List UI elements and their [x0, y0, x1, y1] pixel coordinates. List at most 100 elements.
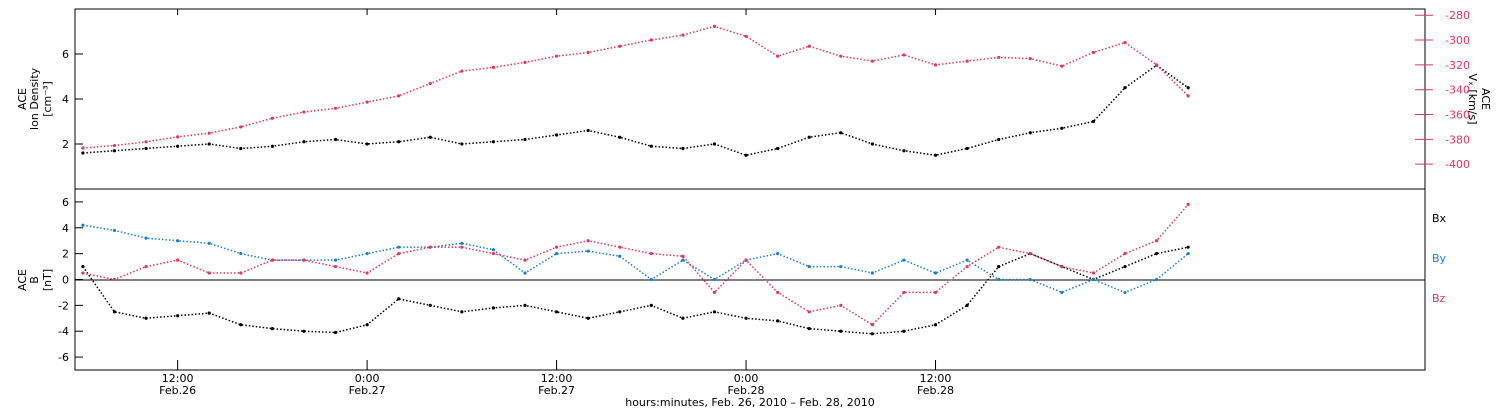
top-data-point: [270, 144, 274, 148]
bottom-Bz-data-point: [491, 252, 496, 256]
bottom-By-data-point: [554, 252, 559, 256]
top-data-point: [997, 137, 1001, 142]
top-right-axis-title: ACE Vₓ [km/s]: [1466, 73, 1492, 124]
top-data-point: [1060, 126, 1064, 130]
bottom-Bx-data-point: [965, 303, 969, 307]
bottom-By-data-point: [649, 277, 653, 282]
b-label-line2: B: [28, 276, 41, 284]
top-data-point: [807, 44, 811, 48]
x-tick-time-label: 12:00: [162, 372, 194, 385]
bottom-Bx-data-point: [618, 310, 622, 314]
bottom-By-data-point: [965, 258, 969, 262]
top-data-point: [554, 133, 559, 137]
bottom-By-data-point: [81, 223, 85, 227]
top-data-point: [302, 140, 306, 144]
top-data-point: [491, 140, 496, 144]
bottom-By-data-point: [207, 241, 211, 245]
bottom-Bx-data-point: [460, 310, 464, 314]
bottom-By-data-point: [333, 258, 338, 262]
bottom-By-series-trace: [82, 224, 1189, 294]
bottom-Bz-data-point: [523, 258, 527, 262]
bottom-Bz-data-point: [397, 252, 401, 256]
bottom-Bz-data-point: [618, 245, 622, 249]
bottom-Bz-data-point: [1091, 271, 1096, 275]
top-data-point: [460, 69, 464, 73]
x-axis-title: hours:minutes, Feb. 26, 2010 – Feb. 28, …: [625, 396, 875, 409]
top-data-point: [144, 140, 148, 144]
top-data-point: [712, 142, 717, 146]
bottom-Bx-data-point: [491, 306, 496, 310]
bottom-Bx-data-point: [870, 332, 874, 336]
top-right-tick-label: -340: [1445, 84, 1470, 97]
top-data-point: [176, 144, 180, 148]
bottom-Bx-data-point: [302, 329, 306, 333]
bottom-Bx-data-point: [176, 314, 180, 318]
bottom-Bx-data-point: [144, 316, 148, 320]
top-data-point: [776, 146, 780, 151]
top-data-point: [649, 144, 653, 148]
bottom-Bz-data-point: [807, 310, 811, 314]
top-data-point: [397, 94, 401, 98]
top-data-point: [302, 110, 306, 114]
top-data-point: [81, 146, 85, 150]
top-right-tick-label: -280: [1445, 9, 1470, 22]
top-data-point: [839, 131, 843, 135]
top-data-point: [491, 65, 496, 69]
x-tick-time-label: 0:00: [734, 372, 759, 385]
bottom-Bx-data-point: [333, 330, 338, 335]
top-data-point: [207, 131, 211, 135]
bottom-Bx-data-point: [112, 310, 117, 314]
legend-bz: Bz: [1432, 292, 1446, 305]
top-data-point: [333, 106, 338, 110]
bottom-Bx-data-point: [1154, 252, 1159, 256]
bottom-Bz-data-point: [81, 271, 85, 275]
bottom-Bz-data-point: [712, 290, 717, 295]
top-data-point: [239, 125, 243, 129]
top-left-tick-label: 6: [62, 48, 69, 61]
top-right-tick-label: -400: [1445, 158, 1470, 171]
bottom-Bz-data-point: [1028, 252, 1032, 256]
x-tick-date-label: Feb.26: [159, 384, 196, 397]
bottom-Bz-data-point: [839, 303, 843, 307]
bottom-By-data-point: [618, 254, 622, 258]
top-data-point: [618, 135, 622, 139]
top-right-tick-label: -320: [1445, 59, 1470, 72]
marks-layer: [81, 24, 1190, 336]
bottom-Bz-data-point: [207, 271, 211, 275]
top-data-point: [428, 81, 432, 86]
top-data-point: [712, 24, 717, 28]
top-data-point: [681, 33, 685, 37]
ion-density-label-line1: ACE: [16, 88, 29, 110]
bottom-Bx-data-point: [207, 311, 211, 315]
top-data-point: [776, 54, 780, 58]
top-data-point: [1186, 94, 1190, 98]
bottom-By-data-point: [365, 252, 369, 256]
top-data-point: [933, 63, 938, 67]
bottom-Bz-data-point: [333, 264, 338, 269]
top-data-point: [176, 135, 180, 139]
x-tick-date-label: Feb.27: [349, 384, 386, 397]
bottom-left-tick-label: 6: [62, 196, 69, 209]
legend-bx: Bx: [1432, 212, 1447, 225]
bottom-Bx-data-point: [270, 327, 274, 331]
top-data-point: [1123, 86, 1127, 90]
top-data-point: [807, 135, 811, 139]
ion-density-label-line3: [cm⁻³]: [41, 81, 54, 117]
top-series-trace: [82, 64, 1189, 157]
top-data-point: [1028, 131, 1032, 135]
bottom-Bx-data-point: [397, 297, 401, 301]
top-data-point: [365, 142, 369, 146]
bottom-By-data-point: [1091, 277, 1096, 282]
top-data-point: [1028, 57, 1032, 61]
top-data-point: [649, 38, 653, 42]
bottom-Bx-data-point: [681, 316, 685, 320]
b-label-line3: [nT]: [41, 269, 54, 291]
bottom-By-data-point: [112, 228, 117, 232]
top-right-tick-label: -380: [1445, 133, 1470, 146]
top-data-point: [933, 153, 938, 157]
bottom-By-data-point: [712, 277, 717, 282]
bottom-By-data-point: [870, 271, 874, 275]
top-data-point: [144, 146, 148, 151]
bottom-Bx-data-point: [239, 323, 243, 327]
top-data-point: [207, 142, 211, 146]
